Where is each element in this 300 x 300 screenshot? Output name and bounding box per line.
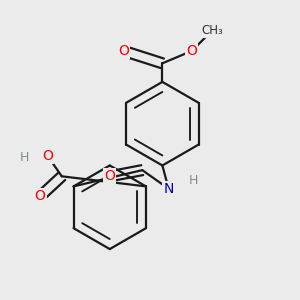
Text: O: O	[35, 189, 46, 203]
Text: CH₃: CH₃	[201, 24, 223, 37]
Text: O: O	[118, 44, 129, 58]
Text: O: O	[104, 169, 115, 183]
Text: H: H	[189, 175, 198, 188]
Text: O: O	[186, 44, 197, 58]
Text: H: H	[20, 151, 29, 164]
Text: O: O	[42, 149, 53, 163]
Text: N: N	[164, 182, 174, 196]
